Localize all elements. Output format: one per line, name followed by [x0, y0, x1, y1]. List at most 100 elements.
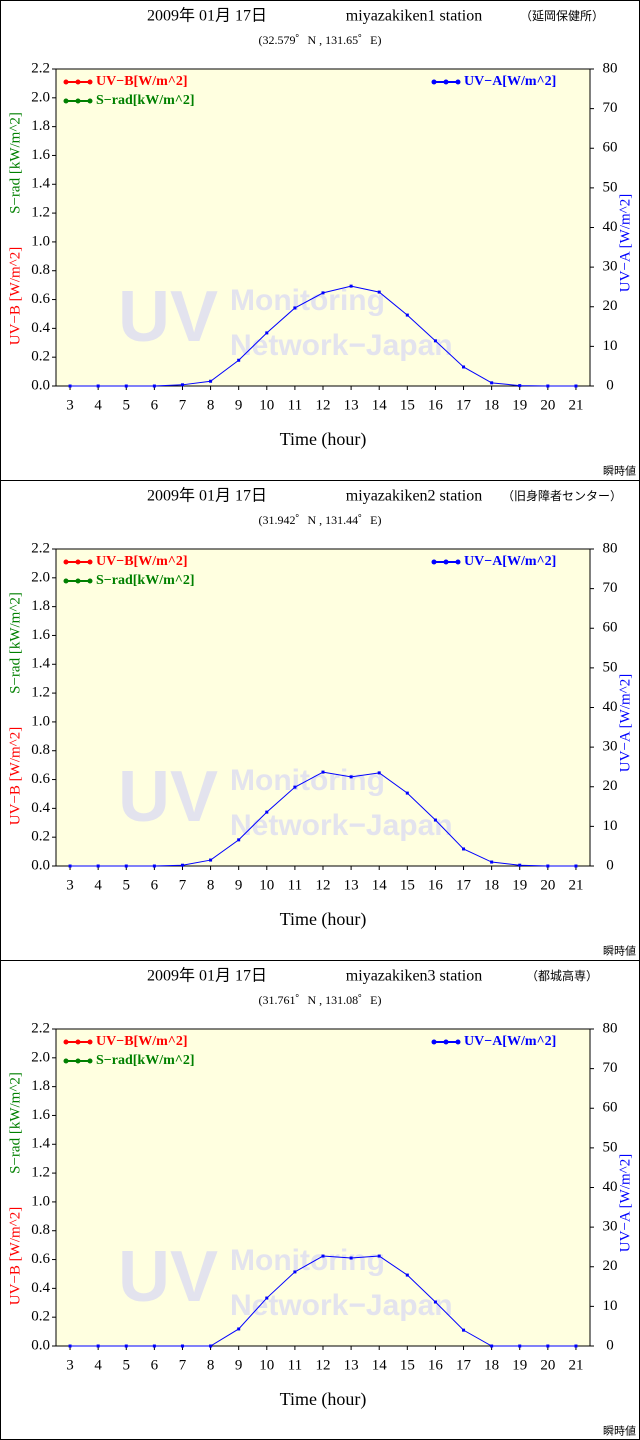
y-tick-label: 1.0	[31, 1193, 50, 1209]
data-point	[462, 365, 466, 369]
y-axis-label: UV−B [W/m^2]	[7, 247, 23, 345]
y-tick-label: 2.0	[31, 569, 50, 585]
legend-label: UV−B[W/m^2]	[96, 554, 188, 569]
x-tick-label: 20	[540, 877, 555, 893]
legend-label: UV−A[W/m^2]	[464, 554, 556, 569]
x-axis-label: Time (hour)	[280, 909, 367, 930]
y2-tick-label: 10	[603, 818, 618, 834]
x-tick-label: 10	[259, 397, 274, 413]
chart-title: 2009年 01月 17日	[147, 7, 267, 25]
y2-tick-label: 60	[603, 620, 618, 636]
data-point	[237, 838, 241, 842]
x-tick-label: 8	[207, 877, 215, 893]
data-point	[124, 864, 128, 868]
x-tick-label: 16	[428, 877, 444, 893]
y2-tick-label: 70	[603, 100, 618, 116]
data-point	[405, 791, 409, 795]
legend-marker	[75, 578, 81, 584]
data-point	[124, 384, 128, 388]
x-tick-label: 11	[288, 397, 302, 413]
x-tick-label: 13	[344, 1357, 359, 1373]
y2-tick-label: 60	[603, 140, 618, 156]
station-note: （旧身障者センター）	[502, 488, 622, 503]
y-tick-label: 0.6	[31, 1251, 50, 1267]
x-tick-label: 18	[484, 397, 499, 413]
x-tick-label: 5	[123, 397, 131, 413]
data-point	[265, 1296, 269, 1300]
x-tick-label: 13	[344, 397, 359, 413]
y2-tick-label: 70	[603, 580, 618, 596]
watermark: UV	[118, 757, 218, 837]
y2-tick-label: 50	[603, 1139, 618, 1155]
chart-title: 2009年 01月 17日	[147, 967, 267, 985]
data-point	[265, 331, 269, 335]
data-point	[490, 381, 494, 385]
data-point	[237, 1327, 241, 1331]
x-axis-label: Time (hour)	[280, 429, 367, 450]
y2-tick-label: 20	[603, 1258, 618, 1274]
x-tick-label: 21	[568, 397, 583, 413]
chart-panel: 2009年 01月 17日 miyazakiken3 station （都城高専） (…	[0, 960, 640, 1440]
x-tick-label: 11	[288, 1357, 302, 1373]
watermark: UV	[118, 1237, 218, 1317]
x-tick-label: 12	[316, 397, 331, 413]
x-tick-label: 14	[372, 397, 388, 413]
y-axis-label: UV−B [W/m^2]	[7, 1207, 23, 1305]
y-tick-label: 1.4	[31, 176, 50, 192]
legend-marker	[443, 79, 449, 85]
y-tick-label: 2.2	[31, 60, 50, 76]
x-tick-label: 20	[540, 1357, 555, 1373]
y2-tick-label: 80	[603, 540, 618, 556]
data-point	[96, 384, 100, 388]
chart-subtitle: (31.761゜N , 131.08゜E)	[259, 993, 382, 1007]
x-tick-label: 16	[428, 397, 444, 413]
legend-marker	[87, 1039, 93, 1045]
data-point	[349, 775, 353, 779]
x-tick-label: 3	[66, 397, 74, 413]
x-tick-label: 10	[259, 877, 274, 893]
legend-marker	[455, 79, 461, 85]
y-tick-label: 1.6	[31, 627, 50, 643]
legend-marker	[63, 559, 69, 565]
data-point	[433, 1300, 437, 1304]
watermark: Network−Japan	[230, 329, 453, 362]
y-tick-label: 0.2	[31, 829, 50, 845]
x-tick-label: 14	[372, 1357, 388, 1373]
legend-marker	[75, 1039, 81, 1045]
station-name: miyazakiken1 station	[346, 8, 482, 25]
data-point	[68, 864, 72, 868]
y-tick-label: 2.2	[31, 1020, 50, 1036]
legend-marker	[63, 1039, 69, 1045]
y-tick-label: 0.8	[31, 1222, 50, 1238]
legend-marker	[443, 1039, 449, 1045]
y2-tick-label: 50	[603, 659, 618, 675]
legend-marker	[63, 578, 69, 584]
y-tick-label: 0.6	[31, 771, 50, 787]
legend-label: UV−B[W/m^2]	[96, 1034, 188, 1049]
y-tick-label: 0.0	[31, 857, 50, 873]
y-tick-label: 1.2	[31, 685, 50, 701]
y-axis-label-2: S−rad [kW/m^2]	[7, 112, 23, 214]
y-tick-label: 0.4	[31, 800, 50, 816]
data-point	[68, 384, 72, 388]
y-tick-label: 0.6	[31, 291, 50, 307]
legend-marker	[87, 98, 93, 104]
y-tick-label: 2.2	[31, 540, 50, 556]
legend-marker	[455, 1039, 461, 1045]
y2-tick-label: 20	[603, 298, 618, 314]
y-tick-label: 0.4	[31, 1280, 50, 1296]
data-point	[377, 771, 381, 775]
y2-tick-label: 50	[603, 179, 618, 195]
watermark: Network−Japan	[230, 1289, 453, 1322]
x-tick-label: 15	[400, 877, 415, 893]
legend-marker	[431, 1039, 437, 1045]
watermark: Monitoring	[230, 1244, 385, 1277]
legend-marker	[75, 98, 81, 104]
x-axis-label: Time (hour)	[280, 1389, 367, 1410]
x-tick-label: 9	[235, 1357, 243, 1373]
legend-marker	[87, 559, 93, 565]
data-point	[293, 306, 297, 310]
y-tick-label: 0.0	[31, 1337, 50, 1353]
y-tick-label: 1.0	[31, 233, 50, 249]
y-axis-label-2: S−rad [kW/m^2]	[7, 1072, 23, 1174]
